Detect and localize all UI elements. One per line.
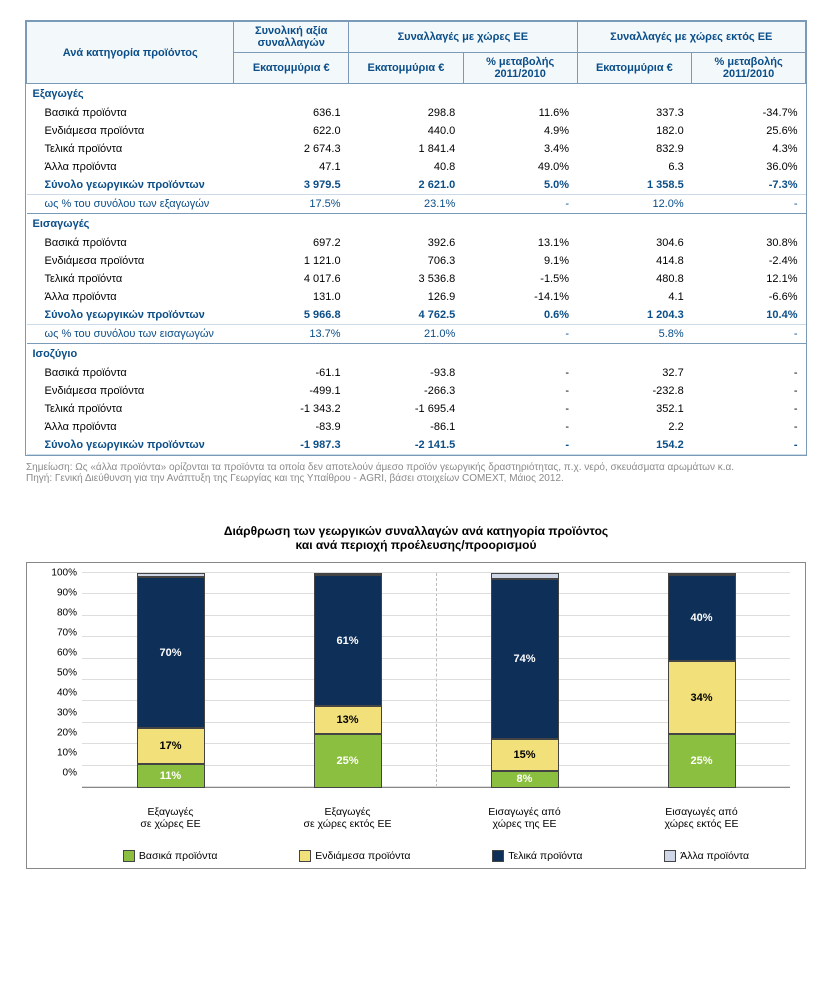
y-axis-label: 20% xyxy=(37,728,77,739)
bar-slot: 11%17%70% xyxy=(82,573,259,788)
col-noneu-pct: % μεταβολής 2011/2010 xyxy=(692,53,806,84)
y-axis-label: 40% xyxy=(37,688,77,699)
bar-segment: 70% xyxy=(137,577,205,728)
col-eu-pct: % μεταβολής 2011/2010 xyxy=(463,53,577,84)
stacked-bar: 25%13%61% xyxy=(314,573,382,788)
stacked-bar: 8%15%74% xyxy=(491,573,559,788)
bar-segment: 40% xyxy=(668,575,736,661)
chart-title: Διάρθρωση των γεωργικών συναλλαγών ανά κ… xyxy=(26,524,806,552)
col-total-million: Εκατομμύρια € xyxy=(234,53,349,84)
x-axis-label: Εισαγωγές απόχώρες της ΕΕ xyxy=(436,806,613,830)
y-axis-label: 100% xyxy=(37,568,77,579)
bar-segment: 11% xyxy=(137,764,205,788)
table-row: Άλλα προϊόντα 131.0126.9-14.1% 4.1-6.6% xyxy=(27,288,806,306)
col-total-group: Συνολική αξία συναλλαγών xyxy=(234,22,349,53)
bar-segment: 15% xyxy=(491,739,559,771)
col-eu-group: Συναλλαγές με χώρες ΕΕ xyxy=(349,22,577,53)
section-header: Εξαγωγές xyxy=(27,84,806,105)
bar-segment: 61% xyxy=(314,575,382,706)
legend-item: Τελικά προϊόντα xyxy=(492,850,582,862)
legend-item: Βασικά προϊόντα xyxy=(123,850,218,862)
y-axis-label: 80% xyxy=(37,608,77,619)
bar-segment: 25% xyxy=(668,734,736,788)
y-axis-label: 0% xyxy=(37,768,77,779)
y-axis-label: 60% xyxy=(37,648,77,659)
y-axis-label: 50% xyxy=(37,668,77,679)
bar-segment xyxy=(491,573,559,579)
bar-slot: 25%13%61% xyxy=(259,573,436,788)
col-noneu-group: Συναλλαγές με χώρες εκτός ΕΕ xyxy=(577,22,805,53)
y-axis-label: 30% xyxy=(37,708,77,719)
legend: Βασικά προϊόντα Ενδιάμεσα προϊόντα Τελικ… xyxy=(82,850,790,862)
pct-row: ως % του συνόλου των εισαγωγών 13.7%21.0… xyxy=(27,325,806,344)
note-definition: Σημείωση: Ως «άλλα προϊόντα» ορίζονται τ… xyxy=(26,462,806,473)
table-row: Άλλα προϊόντα -83.9-86.1- 2.2- xyxy=(27,418,806,436)
total-row: Σύνολο γεωργικών προϊόντων -1 987.3-2 14… xyxy=(27,436,806,455)
bar-segment xyxy=(137,573,205,577)
bar-segment: 74% xyxy=(491,579,559,738)
bar-segment xyxy=(668,573,736,575)
x-axis-label: Εξαγωγέςσε χώρες ΕΕ xyxy=(82,806,259,830)
x-axis-label: Εξαγωγέςσε χώρες εκτός ΕΕ xyxy=(259,806,436,830)
table-row: Ενδιάμεσα προϊόντα 1 121.0706.39.1% 414.… xyxy=(27,252,806,270)
bar-slot: 8%15%74% xyxy=(436,573,613,788)
table-row: Βασικά προϊόντα -61.1-93.8- 32.7- xyxy=(27,364,806,382)
section-header: Ισοζύγιο xyxy=(27,344,806,365)
note-source: Πηγή: Γενική Διεύθυνση για την Ανάπτυξη … xyxy=(26,473,806,484)
total-row: Σύνολο γεωργικών προϊόντων 5 966.84 762.… xyxy=(27,306,806,325)
data-table: Ανά κατηγορία προϊόντος Συνολική αξία συ… xyxy=(25,20,807,456)
table-row: Βασικά προϊόντα 636.1298.811.6% 337.3-34… xyxy=(27,104,806,122)
table-row: Ενδιάμεσα προϊόντα -499.1-266.3- -232.8- xyxy=(27,382,806,400)
section-header: Εισαγωγές xyxy=(27,214,806,235)
table-row: Τελικά προϊόντα -1 343.2-1 695.4- 352.1- xyxy=(27,400,806,418)
x-axis-label: Εισαγωγές απόχώρες εκτός ΕΕ xyxy=(613,806,790,830)
col-category: Ανά κατηγορία προϊόντος xyxy=(27,22,234,84)
table-row: Άλλα προϊόντα 47.140.849.0% 6.336.0% xyxy=(27,158,806,176)
pct-row: ως % του συνόλου των εξαγωγών 17.5%23.1%… xyxy=(27,195,806,214)
bar-segment xyxy=(314,573,382,575)
chart: Διάρθρωση των γεωργικών συναλλαγών ανά κ… xyxy=(26,524,806,869)
total-row: Σύνολο γεωργικών προϊόντων 3 979.52 621.… xyxy=(27,176,806,195)
bar-segment: 17% xyxy=(137,728,205,765)
legend-item: Άλλα προϊόντα xyxy=(664,850,749,862)
bar-segment: 13% xyxy=(314,706,382,734)
chart-box: 0% 10% 20% 30% 40% 50% 60% 70% 80% 90% 100% 11%17%… xyxy=(26,562,806,869)
legend-item: Ενδιάμεσα προϊόντα xyxy=(299,850,410,862)
col-eu-million: Εκατομμύρια € xyxy=(349,53,464,84)
table-row: Ενδιάμεσα προϊόντα 622.0440.04.9% 182.02… xyxy=(27,122,806,140)
y-axis-label: 10% xyxy=(37,748,77,759)
bar-segment: 34% xyxy=(668,661,736,734)
bar-segment: 8% xyxy=(491,771,559,788)
stacked-bar: 11%17%70% xyxy=(137,573,205,788)
bar-segment: 25% xyxy=(314,734,382,788)
table-row: Βασικά προϊόντα 697.2392.613.1% 304.630.… xyxy=(27,234,806,252)
footnotes: Σημείωση: Ως «άλλα προϊόντα» ορίζονται τ… xyxy=(26,462,806,484)
y-axis-label: 70% xyxy=(37,628,77,639)
bar-slot: 25%34%40% xyxy=(613,573,790,788)
table-row: Τελικά προϊόντα 4 017.63 536.8-1.5% 480.… xyxy=(27,270,806,288)
y-axis-label: 90% xyxy=(37,588,77,599)
col-noneu-million: Εκατομμύρια € xyxy=(577,53,692,84)
table-row: Τελικά προϊόντα 2 674.31 841.43.4% 832.9… xyxy=(27,140,806,158)
stacked-bar: 25%34%40% xyxy=(668,573,736,788)
